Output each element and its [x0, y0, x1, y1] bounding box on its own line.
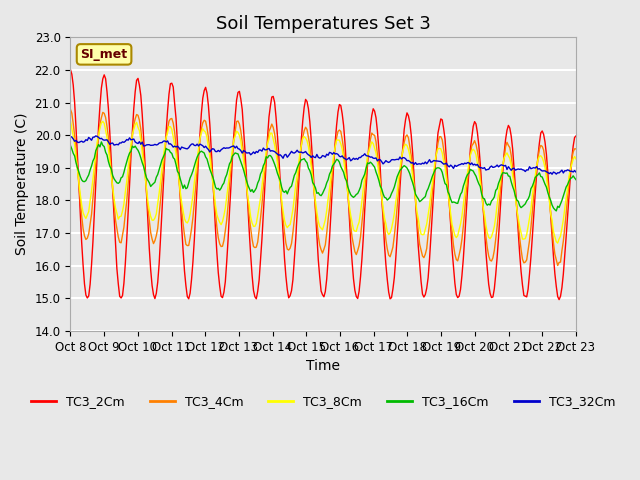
- X-axis label: Time: Time: [306, 359, 340, 373]
- Text: SI_met: SI_met: [81, 48, 127, 61]
- Legend: TC3_2Cm, TC3_4Cm, TC3_8Cm, TC3_16Cm, TC3_32Cm: TC3_2Cm, TC3_4Cm, TC3_8Cm, TC3_16Cm, TC3…: [26, 390, 620, 413]
- Y-axis label: Soil Temperature (C): Soil Temperature (C): [15, 113, 29, 255]
- Title: Soil Temperatures Set 3: Soil Temperatures Set 3: [216, 15, 431, 33]
